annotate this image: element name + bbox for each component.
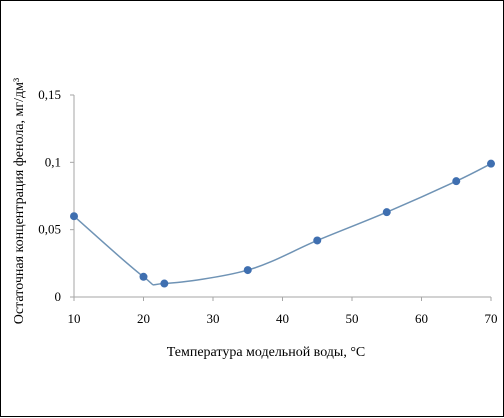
tick-labels: 0 0,05 0,1 0,15 10 20 30 40 50 60 70 bbox=[38, 87, 497, 326]
axes bbox=[70, 94, 492, 301]
y-tick-label: 0,15 bbox=[38, 87, 61, 102]
series-line bbox=[73, 163, 492, 286]
x-tick-label: 60 bbox=[415, 311, 428, 326]
data-point bbox=[382, 208, 391, 217]
x-tick-label: 20 bbox=[137, 311, 150, 326]
series bbox=[70, 159, 495, 288]
x-tick-label: 30 bbox=[207, 311, 220, 326]
y-axis-title: Остаточная концентрация фенола, мг/дм³ bbox=[12, 78, 27, 324]
y-tick-label: 0,05 bbox=[38, 222, 61, 237]
x-tick-label: 40 bbox=[276, 311, 289, 326]
data-point bbox=[70, 212, 78, 221]
x-axis-title: Температура модельной воды, °С bbox=[167, 345, 366, 360]
data-point bbox=[487, 159, 495, 168]
data-point bbox=[313, 236, 322, 245]
y-tick-label: 0,1 bbox=[45, 154, 61, 169]
data-point bbox=[452, 177, 461, 186]
x-tick-label: 50 bbox=[346, 311, 359, 326]
x-tick-label: 70 bbox=[485, 311, 498, 326]
y-tick-label: 0 bbox=[55, 289, 62, 304]
data-point bbox=[139, 272, 148, 281]
data-point bbox=[160, 279, 169, 288]
data-point bbox=[243, 266, 252, 275]
x-tick-label: 10 bbox=[68, 311, 81, 326]
